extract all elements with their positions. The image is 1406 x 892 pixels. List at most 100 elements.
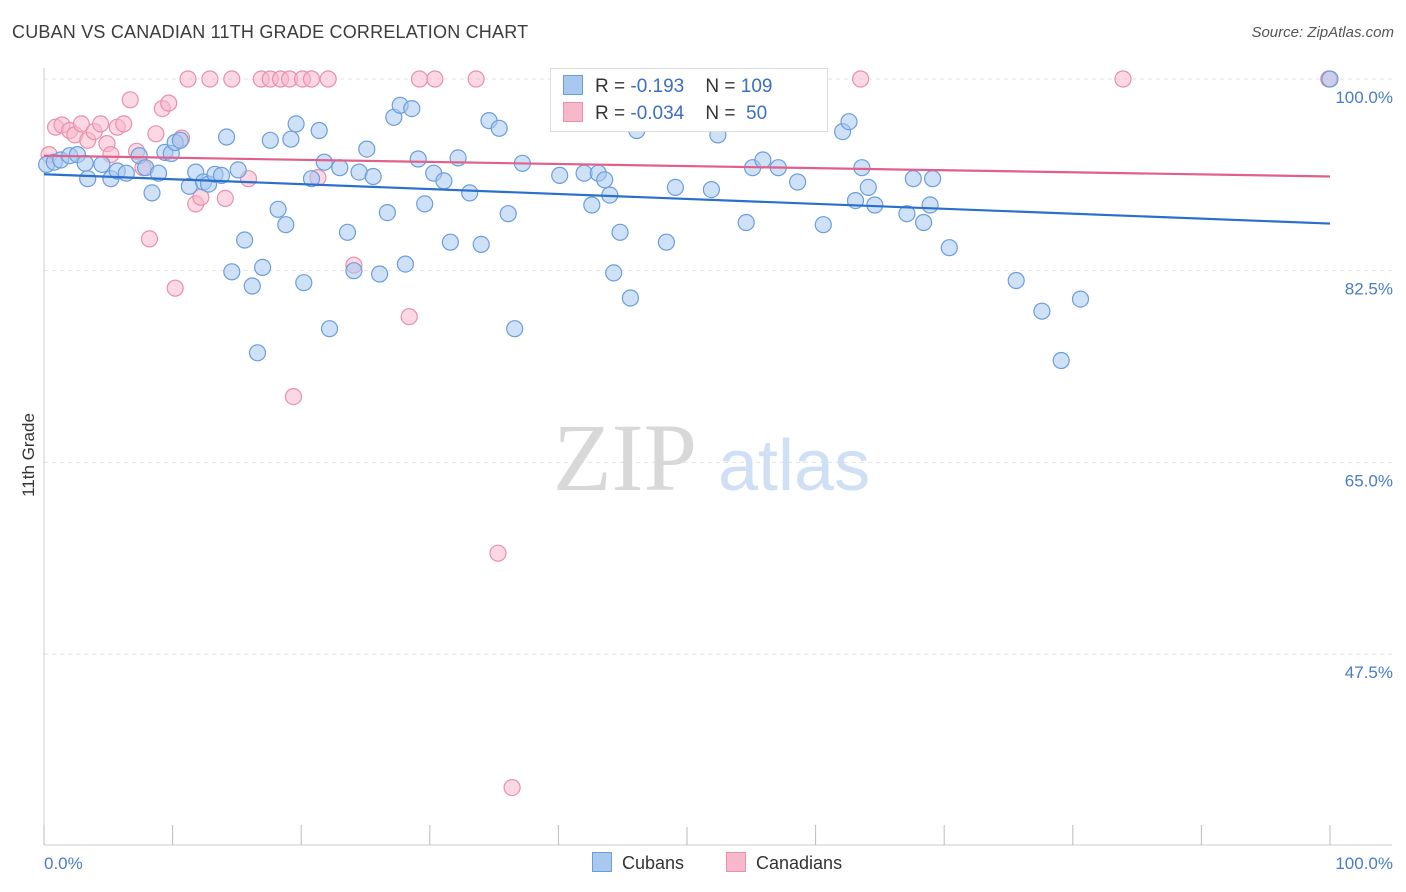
data-point: [179, 70, 197, 88]
data-point: [551, 166, 569, 184]
data-point: [940, 239, 958, 257]
n-value-cubans: 109: [740, 76, 773, 97]
canadians-swatch: [563, 102, 583, 122]
data-point: [140, 230, 159, 248]
y-tick-label: 65.0%: [1345, 471, 1393, 490]
data-point: [596, 171, 614, 189]
data-point: [117, 164, 135, 182]
data-point: [921, 196, 939, 214]
data-point: [737, 213, 755, 232]
stats-legend: R = -0.193 N = 109 R = -0.034 N = 50: [550, 68, 828, 132]
r-label: R =: [595, 76, 631, 97]
y-tick-label: 47.5%: [1345, 663, 1393, 682]
r-value-cubans: -0.193: [630, 76, 685, 97]
watermark-zip: ZIP: [553, 404, 697, 511]
data-point: [840, 113, 858, 131]
data-point: [261, 131, 279, 149]
data-point: [76, 154, 94, 172]
data-point: [248, 344, 267, 362]
data-point: [1052, 351, 1070, 370]
cubans-legend-label: Cubans: [622, 853, 685, 873]
data-point: [605, 264, 623, 282]
canadians-points: [40, 70, 1338, 797]
data-point: [788, 173, 807, 191]
data-point: [364, 167, 382, 186]
cubans-legend-swatch: [592, 852, 612, 872]
data-point: [859, 178, 877, 196]
data-point: [371, 265, 389, 283]
data-point: [621, 289, 640, 307]
legend-item-canadians[interactable]: Canadians: [726, 852, 842, 874]
chart-title: CUBAN VS CANADIAN 11TH GRADE CORRELATION…: [12, 22, 529, 42]
source-label: Source: ZipAtlas.com: [1251, 24, 1394, 41]
n-label: N =: [705, 103, 741, 124]
cubans-points: [37, 70, 1339, 370]
x-tick-label-start: 0.0%: [44, 854, 83, 873]
legend-row-canadians: R = -0.034 N = 50: [563, 102, 767, 126]
data-point: [143, 184, 161, 202]
data-point: [216, 189, 234, 207]
data-point: [410, 70, 429, 88]
data-point: [310, 121, 328, 140]
data-point: [467, 70, 485, 88]
data-point: [282, 130, 300, 148]
data-point: [166, 279, 184, 297]
data-point: [229, 161, 247, 179]
data-point: [898, 205, 916, 223]
data-point: [149, 164, 168, 182]
trend-line: [43, 154, 1331, 178]
y-tick-label: 100.0%: [1335, 88, 1393, 107]
data-point: [666, 178, 685, 196]
data-point: [147, 125, 165, 143]
data-point: [611, 223, 629, 241]
watermark-atlas: atlas: [718, 426, 870, 506]
data-point: [490, 119, 508, 137]
data-point: [284, 388, 303, 406]
grid-lines: [44, 78, 1392, 655]
legend-item-cubans[interactable]: Cubans: [592, 852, 684, 874]
data-point: [1114, 70, 1132, 88]
data-point: [277, 216, 295, 234]
data-point: [269, 200, 287, 218]
canadians-legend-label: Canadians: [756, 853, 843, 873]
data-point: [79, 170, 97, 188]
data-point: [320, 320, 339, 338]
data-point: [212, 166, 231, 184]
data-point: [338, 223, 357, 241]
data-point: [489, 544, 507, 562]
data-point: [403, 99, 421, 118]
data-point: [461, 184, 479, 202]
y-axis-title: 11th Grade: [19, 413, 38, 497]
data-point: [218, 128, 236, 146]
data-point: [171, 131, 189, 149]
data-point: [575, 164, 593, 182]
n-label: N =: [705, 76, 741, 97]
data-point: [358, 140, 376, 158]
data-point: [378, 204, 396, 222]
data-point: [923, 170, 942, 188]
data-point: [1033, 302, 1051, 320]
data-point: [702, 181, 721, 199]
data-point: [331, 159, 349, 177]
axes: [43, 68, 1392, 846]
data-point: [1321, 70, 1339, 88]
data-point: [121, 91, 139, 109]
data-point: [223, 263, 241, 281]
data-point: [426, 70, 444, 88]
data-point: [435, 172, 453, 190]
data-point: [914, 213, 933, 232]
data-point: [853, 159, 871, 177]
data-point: [583, 196, 601, 214]
data-point: [657, 233, 676, 251]
data-point: [814, 216, 832, 234]
data-point: [236, 231, 254, 249]
data-point: [1007, 271, 1025, 290]
data-point: [254, 258, 272, 276]
data-point: [400, 308, 418, 326]
data-point: [1071, 290, 1090, 308]
data-point: [396, 255, 414, 273]
data-point: [851, 70, 870, 88]
data-point: [315, 153, 333, 171]
data-point: [441, 233, 459, 251]
